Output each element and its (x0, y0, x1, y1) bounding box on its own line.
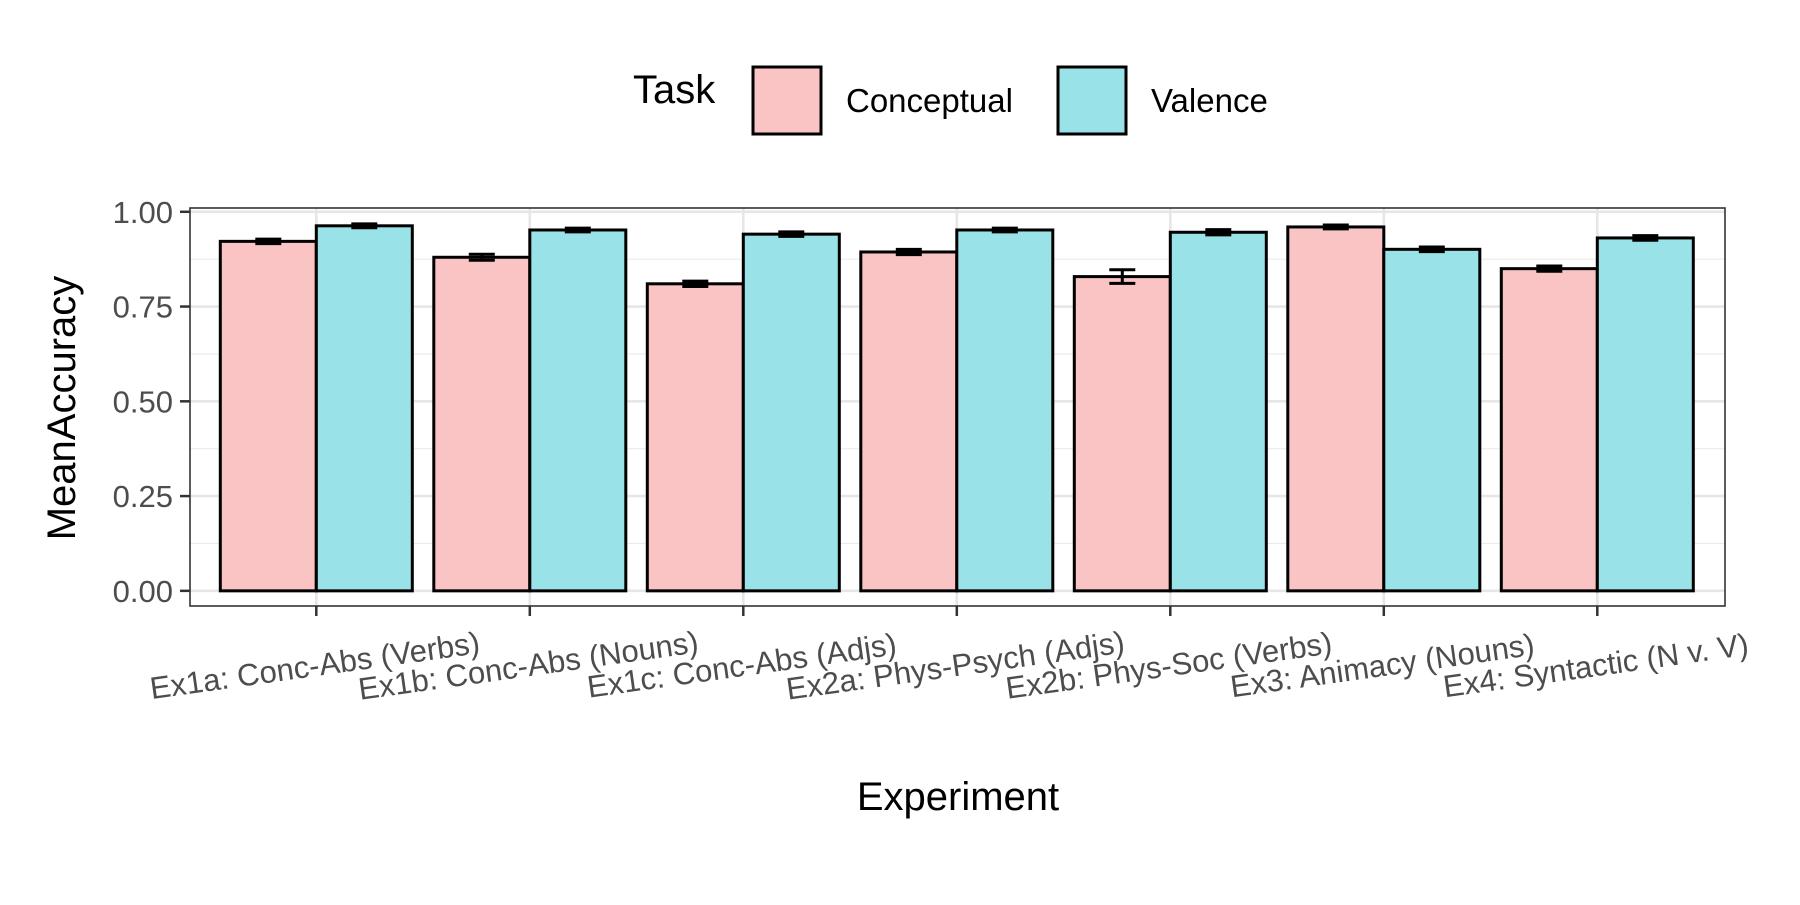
legend-label-conceptual: Conceptual (846, 82, 1013, 119)
y-tick-label: 0.75 (113, 290, 173, 325)
bar-valence-5 (1168, 230, 1268, 593)
error-bar-valence-4 (991, 226, 1018, 234)
y-tick-label: 0.00 (113, 574, 173, 609)
bar-conceptual-4 (859, 250, 959, 593)
bar-conceptual-2 (432, 255, 532, 593)
y-axis: 0.00 0.25 0.50 0.75 1.00 (113, 195, 190, 609)
y-tick-label: 0.50 (113, 384, 173, 419)
error-bar-valence-2 (564, 226, 591, 234)
error-bars (255, 222, 1659, 288)
y-tick-label: 1.00 (113, 195, 173, 230)
error-bar-valence-5 (1205, 228, 1232, 237)
error-bar-conceptual-2 (468, 252, 495, 262)
y-tick-label: 0.25 (113, 479, 173, 514)
error-bar-conceptual-6 (1322, 223, 1349, 231)
error-bar-conceptual-3 (682, 279, 709, 288)
legend-swatch-conceptual (751, 65, 823, 136)
bar-valence-4 (955, 228, 1055, 593)
error-bar-valence-6 (1418, 245, 1445, 254)
plot-panel (189, 207, 1726, 607)
error-bar-conceptual-7 (1536, 264, 1563, 273)
x-axis-title: Experiment (857, 775, 1059, 819)
error-bar-conceptual-5 (1109, 268, 1136, 285)
bar-valence-1 (314, 224, 414, 593)
legend: Task Conceptual Valence (633, 65, 1268, 136)
legend-title: Task (633, 68, 716, 112)
bar-conceptual-7 (1499, 267, 1599, 593)
bars (218, 224, 1695, 593)
legend-label-valence: Valence (1151, 82, 1268, 119)
bar-valence-7 (1595, 236, 1695, 593)
bar-valence-6 (1382, 247, 1482, 593)
error-bar-valence-3 (778, 230, 805, 238)
bar-valence-2 (528, 228, 628, 593)
bar-conceptual-3 (645, 282, 745, 593)
error-bar-conceptual-4 (895, 247, 922, 257)
error-bar-valence-7 (1632, 234, 1659, 242)
bar-conceptual-5 (1072, 275, 1172, 593)
bar-conceptual-1 (218, 239, 318, 593)
legend-swatch-valence (1056, 65, 1128, 136)
bar-valence-3 (741, 232, 841, 593)
y-axis-title: MeanAccuracy (40, 276, 84, 541)
error-bar-conceptual-1 (255, 237, 282, 246)
error-bar-valence-1 (351, 222, 378, 230)
x-axis: Ex1a: Conc-Abs (Verbs)Ex1b: Conc-Abs (No… (148, 606, 1751, 707)
bar-conceptual-6 (1286, 225, 1386, 593)
